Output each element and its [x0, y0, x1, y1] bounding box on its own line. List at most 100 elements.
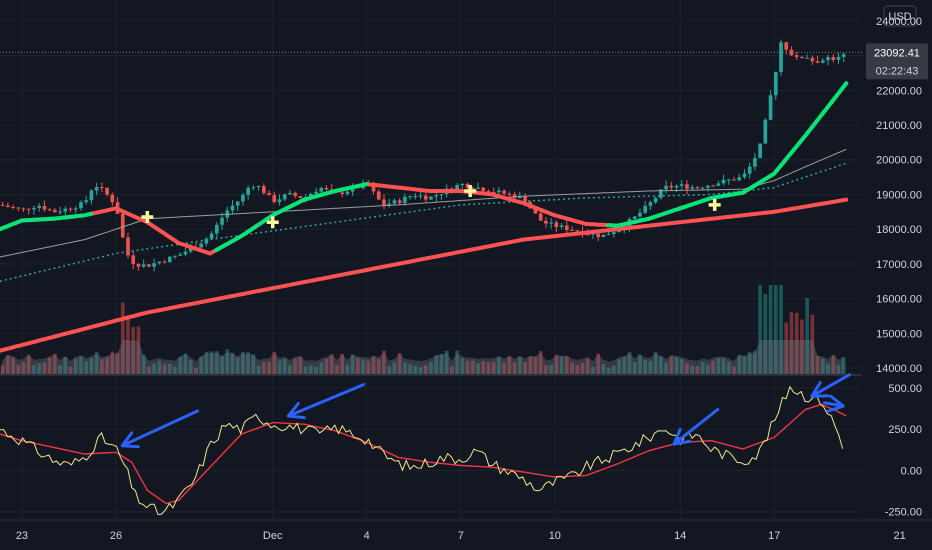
volume-bar: [622, 357, 627, 375]
volume-bar: [256, 365, 261, 375]
currency-badge[interactable]: [883, 5, 917, 27]
date-tick-label: 7: [458, 530, 464, 542]
volume-bar: [58, 365, 62, 375]
annotation-arrow: [810, 373, 851, 398]
volume-bar: [16, 364, 21, 375]
cross-markers: [141, 184, 721, 229]
volume-bar: [591, 366, 595, 375]
volume-bar: [773, 285, 778, 375]
annotation-arrow: [822, 394, 845, 413]
candle-body: [324, 188, 329, 190]
volume-bar: [288, 365, 292, 375]
volume-bar: [674, 356, 679, 375]
volume-bar: [204, 351, 209, 375]
candle-body: [679, 184, 684, 186]
volume-bar: [403, 362, 407, 375]
volume-bar: [267, 361, 271, 375]
date-tick-label: 17: [768, 530, 780, 542]
volume-bar: [277, 360, 282, 375]
candle-body: [638, 212, 642, 217]
candle-body: [674, 185, 679, 188]
volume-bar: [826, 363, 830, 375]
volume-bar: [214, 351, 219, 375]
cross-marker: [266, 216, 279, 229]
volume-bar: [700, 362, 705, 375]
price-tick-label: 17000.00: [876, 259, 922, 271]
grid: [0, 0, 901, 520]
candle-body: [251, 187, 256, 189]
candle-body: [32, 207, 36, 210]
candle-body: [277, 199, 282, 203]
volume-bar: [329, 354, 334, 375]
candle-body: [800, 56, 804, 58]
candle-body: [408, 196, 412, 198]
volume-bar: [42, 362, 47, 375]
date-tick-label: 26: [110, 530, 122, 542]
volume-bar: [225, 349, 230, 375]
candle-body: [606, 234, 611, 236]
candle-body: [147, 264, 151, 267]
date-tick-label: 10: [549, 530, 561, 542]
volume-bar: [627, 352, 632, 375]
volume-bar: [183, 353, 188, 375]
candle-body: [507, 193, 512, 195]
candle-body: [272, 195, 277, 203]
volume-bar: [309, 365, 313, 375]
candle-body: [669, 185, 674, 188]
candle-body: [439, 194, 444, 196]
candle-body: [465, 183, 470, 188]
volume-bar: [173, 366, 177, 375]
candle-body: [726, 179, 731, 181]
candle-body: [544, 220, 548, 224]
candle-body: [105, 187, 109, 195]
candle-body: [178, 254, 183, 256]
candle-body: [413, 196, 418, 198]
volume-bar: [690, 365, 695, 375]
volume-bar: [732, 366, 736, 375]
candle-body: [721, 179, 726, 184]
candle-body: [460, 183, 465, 186]
candle-body: [512, 194, 517, 198]
volume-bar: [293, 358, 297, 375]
oscillator-tick-label: 500.00: [888, 383, 922, 395]
volume-bar: [810, 314, 815, 375]
volume-bar: [141, 355, 146, 375]
candle-body: [340, 192, 345, 194]
volume-bar: [282, 358, 287, 375]
volume-bar: [89, 357, 94, 375]
volume-bar: [246, 352, 250, 375]
time-axis[interactable]: 23 26 Dec 4 7 10 14 17 21: [0, 519, 932, 550]
volume-bar: [115, 352, 120, 375]
volume-bar: [450, 366, 454, 375]
candle-body: [376, 191, 381, 200]
candle-body: [601, 234, 606, 238]
candle-body: [841, 54, 846, 57]
price-tick-label: 14000.00: [876, 363, 922, 375]
candle-body: [538, 213, 543, 221]
volume-bar: [653, 351, 658, 375]
volume-bar: [361, 359, 365, 375]
volume-bar: [669, 355, 674, 375]
date-tick-label: 14: [674, 530, 686, 542]
volume-bar: [32, 364, 36, 375]
volume-bar: [429, 361, 433, 375]
volume-bar: [820, 358, 825, 375]
volume-bar: [444, 350, 449, 375]
volume-bar: [319, 362, 324, 375]
volume-bar: [491, 361, 496, 375]
volume-bar: [517, 356, 522, 375]
candle-body: [319, 188, 324, 192]
volume-bar: [721, 358, 726, 375]
candle-body: [659, 189, 663, 198]
volume-bar: [789, 312, 794, 375]
candle-body: [220, 217, 224, 225]
volume-bar: [147, 366, 151, 375]
volume-bar: [63, 357, 68, 375]
candle-body: [136, 263, 141, 267]
volume-bar: [136, 326, 141, 375]
candle-body: [382, 199, 386, 206]
volume-bar: [549, 364, 553, 375]
volume-bar: [695, 366, 700, 375]
volume-bar: [350, 354, 355, 375]
